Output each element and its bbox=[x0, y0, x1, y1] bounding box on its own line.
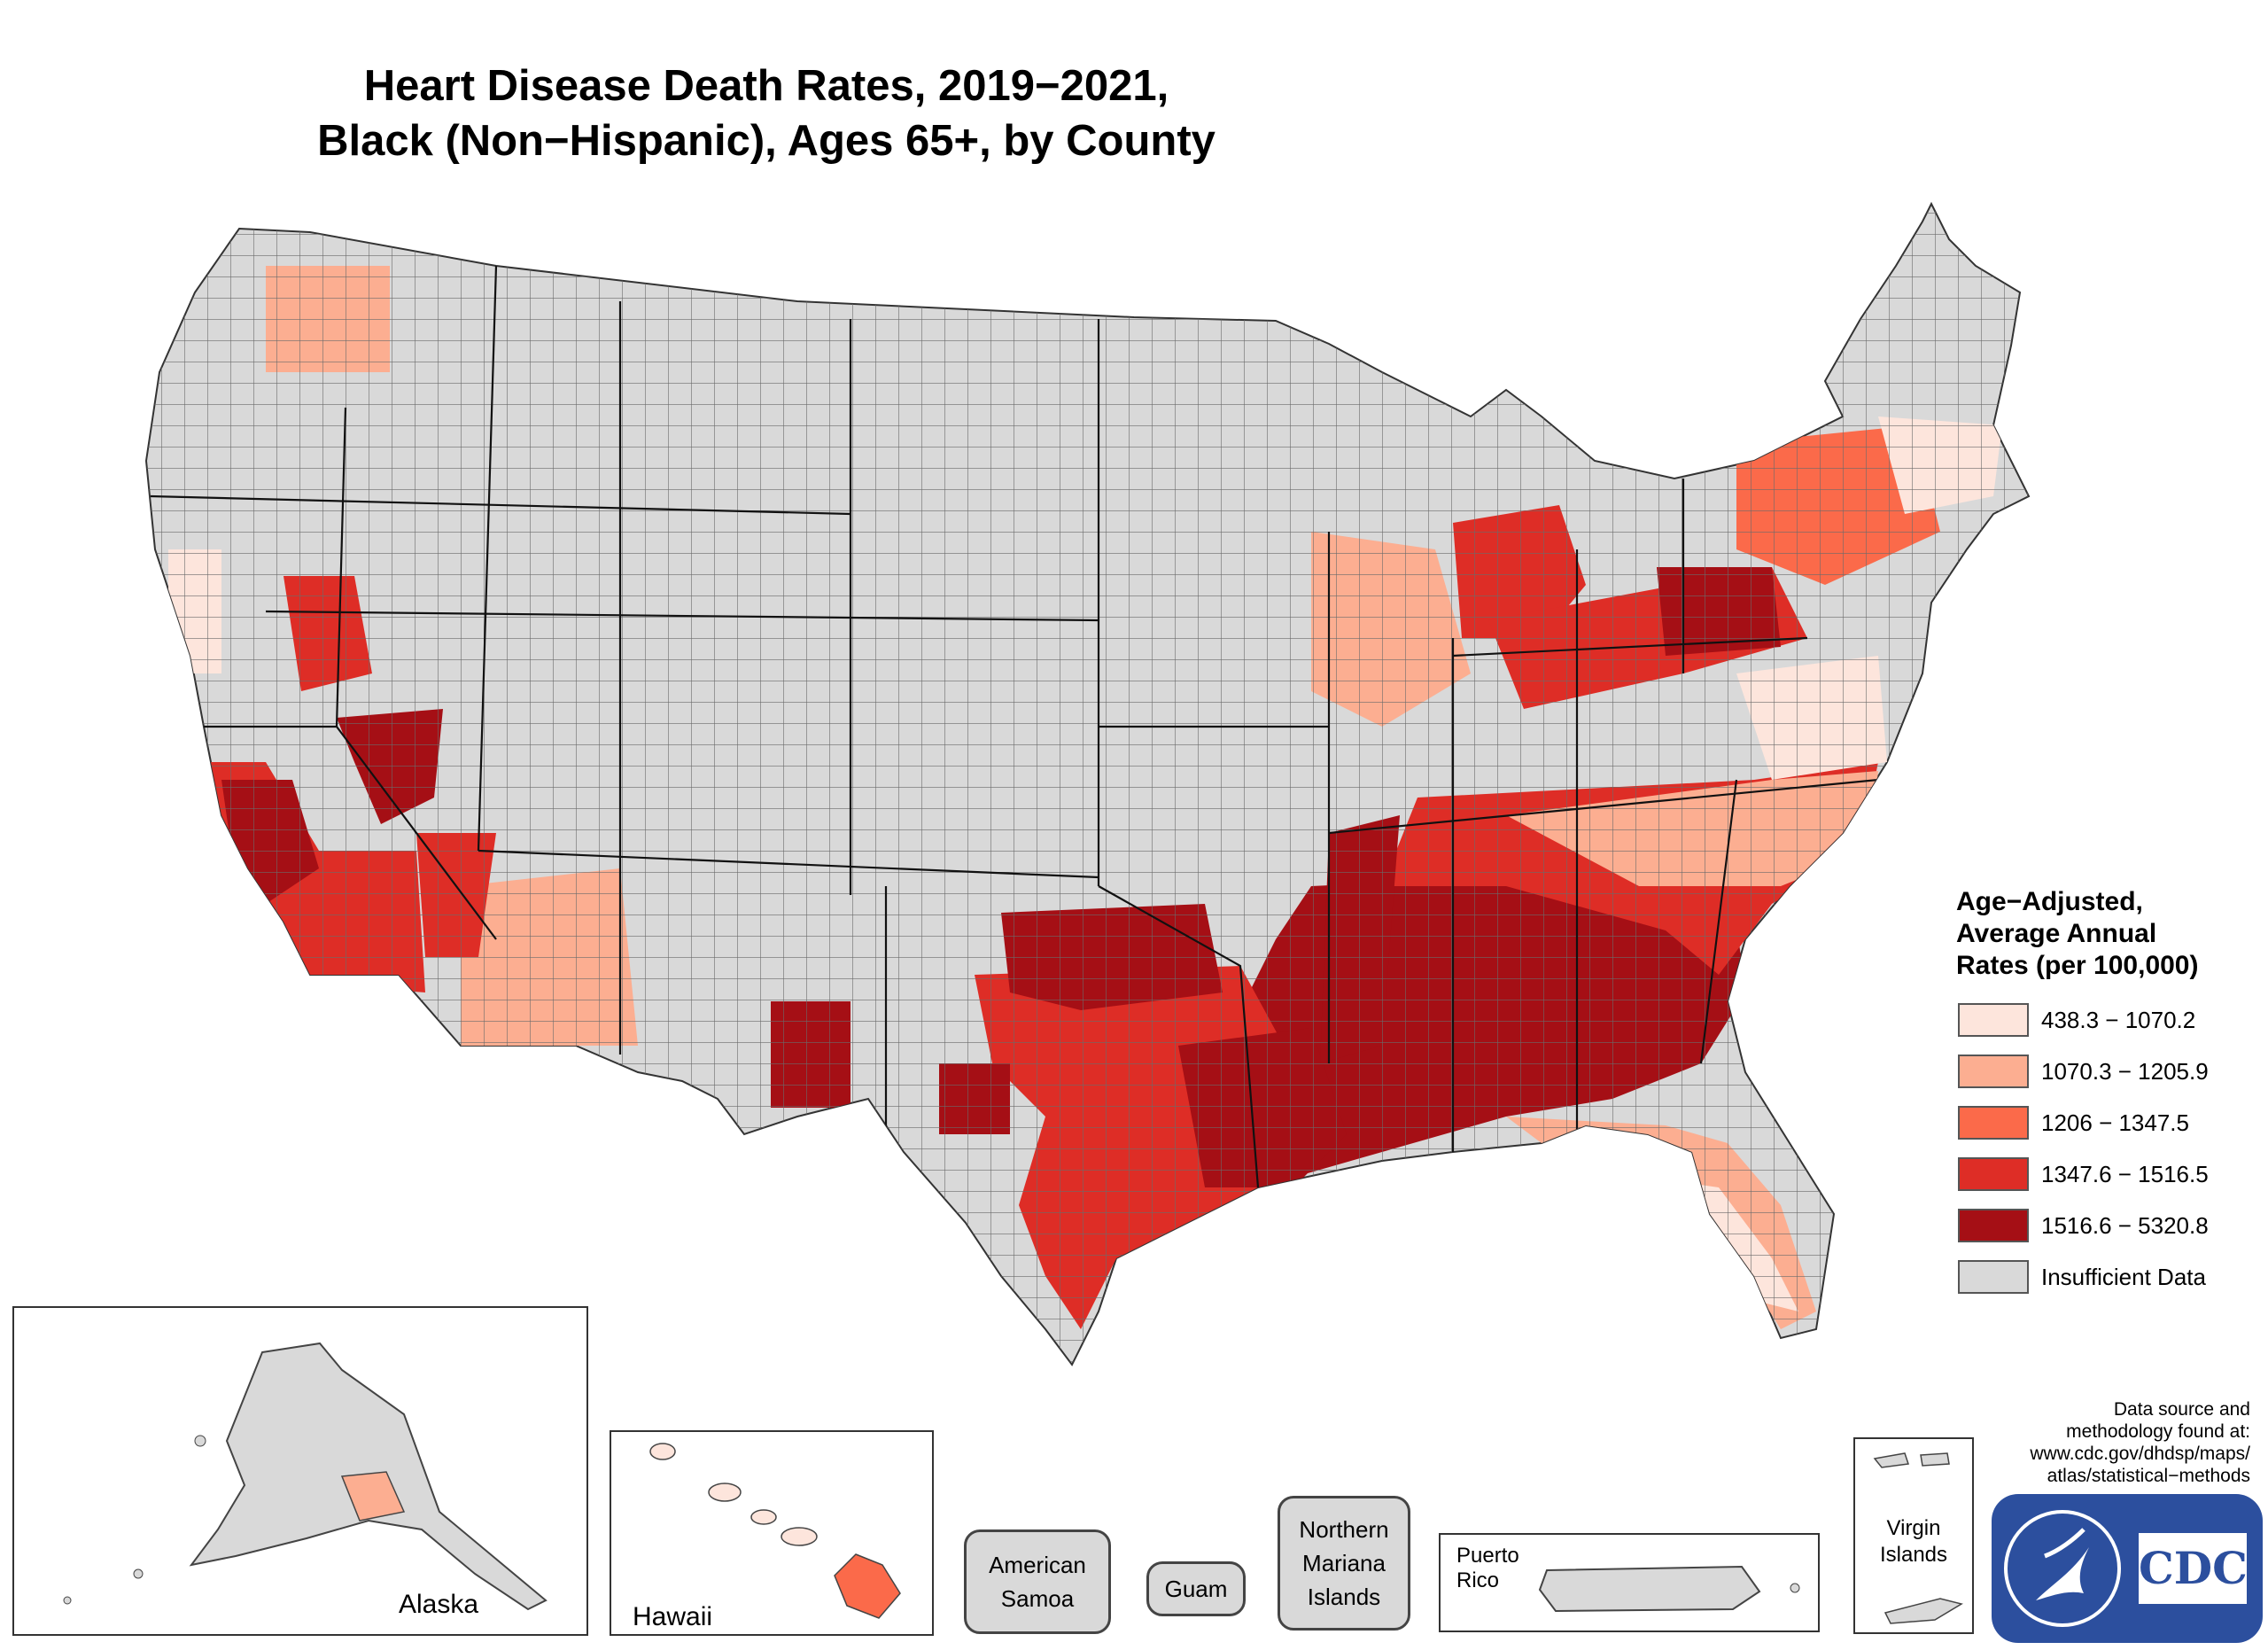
puerto-rico-inset: Puerto Rico bbox=[1439, 1533, 1820, 1632]
virgin-islands-inset: Virgin Islands bbox=[1853, 1437, 1974, 1634]
puerto-rico-shape bbox=[1538, 1565, 1800, 1613]
legend-swatch bbox=[1958, 1055, 2029, 1088]
guam-label: Guam bbox=[1164, 1576, 1228, 1602]
data-source-note: Data source and methodology found at: ww… bbox=[2030, 1399, 2250, 1486]
alaska-label: Alaska bbox=[399, 1590, 479, 1619]
county-boundaries bbox=[146, 204, 2029, 1365]
legend-label: 1070.3 − 1205.9 bbox=[2041, 1058, 2209, 1085]
guam-box: Guam bbox=[1146, 1561, 1246, 1616]
puerto-rico-label: Puerto Rico bbox=[1456, 1544, 1519, 1592]
legend-swatch bbox=[1958, 1106, 2029, 1140]
legend-item: 1206 − 1347.5 bbox=[1956, 1102, 2257, 1154]
legend-label: 1347.6 − 1516.5 bbox=[2041, 1161, 2209, 1187]
map-title-line-1: Heart Disease Death Rates, 2019−2021, bbox=[363, 62, 1169, 110]
legend-item: Insufficient Data bbox=[1956, 1257, 2257, 1308]
hawaii-shape bbox=[649, 1443, 901, 1619]
legend-label: 438.3 − 1070.2 bbox=[2041, 1007, 2196, 1033]
legend-title-line: Average Annual bbox=[1956, 919, 2157, 948]
northern-mariana-label: Northern Mariana Islands bbox=[1299, 1516, 1389, 1610]
legend-item: 438.3 − 1070.2 bbox=[1956, 1000, 2257, 1051]
legend-title: Age−Adjusted, Average Annual Rates (per … bbox=[1956, 886, 2257, 982]
state-boundaries bbox=[150, 265, 1879, 1188]
virgin-islands-label: Virgin Islands bbox=[1879, 1516, 1948, 1567]
legend-item: 1070.3 − 1205.9 bbox=[1956, 1051, 2257, 1102]
legend-swatch bbox=[1958, 1260, 2029, 1294]
hawaii-inset: Hawaii bbox=[610, 1430, 934, 1636]
map-title-line-2: Black (Non−Hispanic), Ages 65+, by Count… bbox=[317, 117, 1216, 165]
legend-item: 1516.6 − 5320.8 bbox=[1956, 1205, 2257, 1257]
american-samoa-box: American Samoa bbox=[964, 1529, 1111, 1634]
legend-swatch bbox=[1958, 1003, 2029, 1037]
virgin-islands-shape bbox=[1873, 1452, 1963, 1624]
hawaii-label: Hawaii bbox=[633, 1602, 713, 1631]
legend-title-line: Age−Adjusted, bbox=[1956, 887, 2143, 916]
legend-item: 1347.6 − 1516.5 bbox=[1956, 1154, 2257, 1205]
american-samoa-label: American Samoa bbox=[989, 1552, 1086, 1612]
cdc-logo: CDC bbox=[1992, 1494, 2263, 1643]
hhs-seal-icon bbox=[2004, 1510, 2247, 1627]
cdc-logo-text: CDC bbox=[2139, 1542, 2248, 1594]
legend-title-line: Rates (per 100,000) bbox=[1956, 951, 2199, 980]
alaska-inset: Alaska bbox=[12, 1306, 588, 1636]
northern-mariana-box: Northern Mariana Islands bbox=[1278, 1496, 1410, 1631]
legend-label: Insufficient Data bbox=[2041, 1264, 2206, 1290]
legend-swatch bbox=[1958, 1209, 2029, 1242]
legend-label: 1516.6 − 5320.8 bbox=[2041, 1212, 2209, 1239]
legend-swatch bbox=[1958, 1157, 2029, 1191]
alaska-shape bbox=[63, 1342, 548, 1611]
legend-label: 1206 − 1347.5 bbox=[2041, 1109, 2189, 1136]
legend: Age−Adjusted, Average Annual Rates (per … bbox=[1956, 886, 2257, 1308]
